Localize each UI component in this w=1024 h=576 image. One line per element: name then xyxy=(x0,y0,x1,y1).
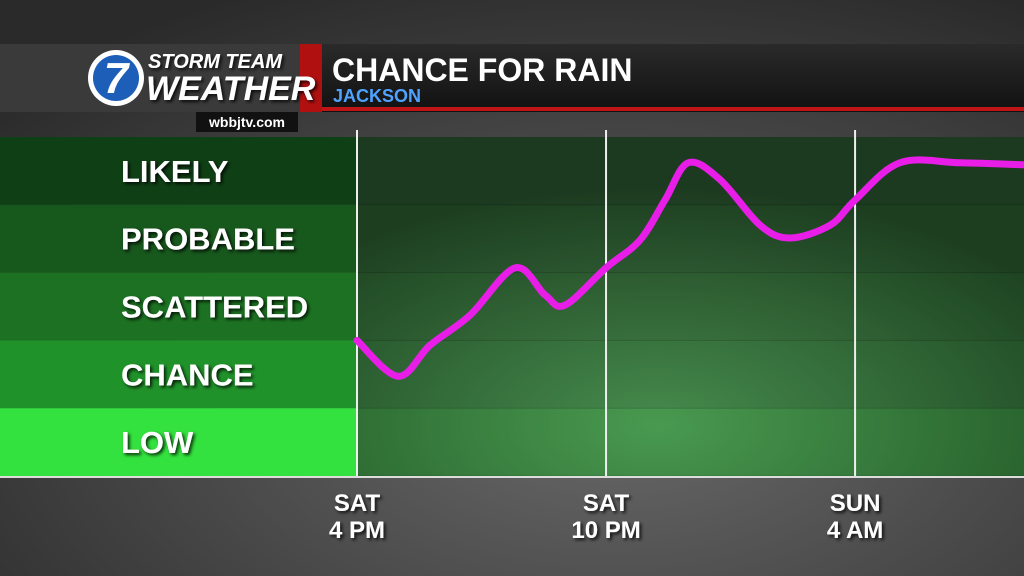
chart-subtitle: JACKSON xyxy=(333,86,421,106)
brand-bottom: WEATHER xyxy=(146,70,316,108)
x-tick-label: 4 PM xyxy=(329,517,385,544)
header-underline xyxy=(322,107,1024,111)
header-accent xyxy=(300,44,322,112)
x-tick-label: SUN xyxy=(830,490,881,517)
band-plot xyxy=(357,408,1024,476)
band-label-cell xyxy=(0,340,357,409)
plot-area xyxy=(357,137,1024,476)
chart-title: CHANCE FOR RAIN xyxy=(332,52,632,88)
logo-number: 7 xyxy=(104,54,131,103)
brand-top: STORM TEAM xyxy=(148,51,283,73)
x-tick-label: SAT xyxy=(583,490,630,517)
logo-disc xyxy=(93,55,139,101)
website: wbbjtv.com xyxy=(208,114,285,130)
band-plot xyxy=(357,204,1024,273)
x-tick-label: 4 AM xyxy=(827,517,883,544)
x-tick-label: SAT xyxy=(334,490,381,517)
band-label-cell xyxy=(0,204,357,273)
rain-chance-line xyxy=(353,156,1024,380)
y-tick-label: LOW xyxy=(121,425,194,460)
band-label-cell xyxy=(0,272,357,341)
band-label-cell xyxy=(0,408,357,476)
band-label-cell xyxy=(0,137,357,205)
logo-panel xyxy=(0,44,300,112)
band-plot xyxy=(357,137,1024,205)
y-tick-label: SCATTERED xyxy=(121,290,308,325)
x-tick-label: 10 PM xyxy=(571,517,640,544)
website-tag xyxy=(196,112,298,132)
y-tick-label: CHANCE xyxy=(121,357,254,392)
y-tick-label: PROBABLE xyxy=(121,222,295,257)
y-tick-label: LIKELY xyxy=(121,154,229,189)
band-plot xyxy=(357,340,1024,409)
band-plot xyxy=(357,272,1024,341)
